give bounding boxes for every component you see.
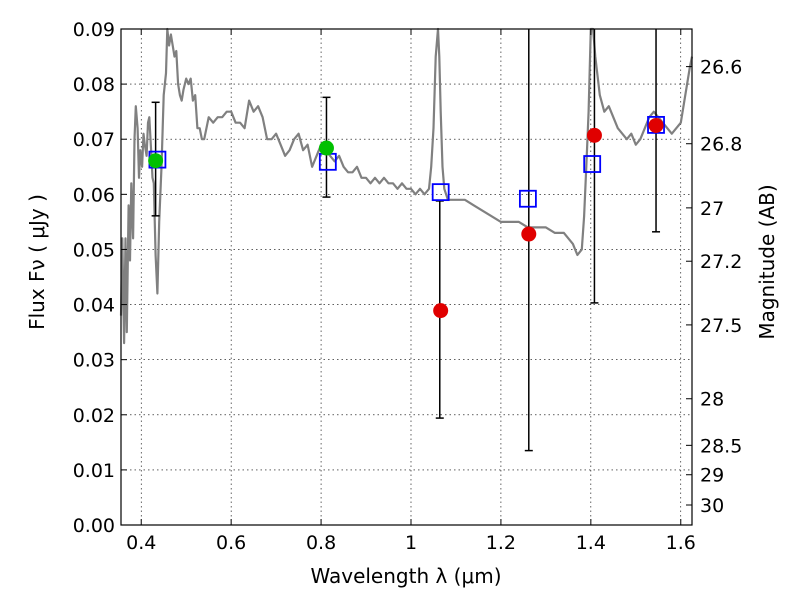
x-tick-label: 0.8 xyxy=(306,532,336,554)
y2-tick-label: 30 xyxy=(700,495,724,517)
x-tick-label: 1.6 xyxy=(666,532,696,554)
y2-tick-label: 26.8 xyxy=(700,134,742,156)
y-tick-label: 0.08 xyxy=(73,74,115,96)
y-tick-label: 0.03 xyxy=(73,350,115,372)
y-tick-label: 0.05 xyxy=(73,239,115,261)
axis-ticks: 0.4 0.6 0.8 1 1.2 1.4 1.6 0.00 0.01 0.02 0.03 0.04 0… xyxy=(73,19,743,554)
y-tick-label: 0.04 xyxy=(73,295,115,317)
x-tick-label: 1.4 xyxy=(576,532,606,554)
grid-lines xyxy=(121,29,692,525)
x-tick-label: 1 xyxy=(405,532,417,554)
model-photometry-square xyxy=(318,152,337,171)
y-tick-label: 0.09 xyxy=(73,19,115,41)
x-tick-label: 0.4 xyxy=(126,532,156,554)
model-spectrum-line xyxy=(119,27,694,345)
y2-tick-label: 28.5 xyxy=(700,435,742,457)
y-axis-label: Flux Fν ( μJy ) xyxy=(25,194,49,330)
model-photometry-square xyxy=(583,155,602,173)
y-tick-label: 0.02 xyxy=(73,405,115,427)
x-tick-label: 0.6 xyxy=(216,532,246,554)
plot-area xyxy=(119,27,694,452)
x-tick-label: 1.2 xyxy=(486,532,516,554)
y2-tick-label: 27 xyxy=(700,198,724,220)
observed-flux-point-red xyxy=(586,127,602,143)
y2-tick-label: 28 xyxy=(700,389,724,411)
y2-tick-label: 27.2 xyxy=(700,251,742,273)
model-photometry-square xyxy=(431,183,450,202)
y-tick-label: 0.07 xyxy=(73,129,115,151)
y2-tick-label: 27.5 xyxy=(700,315,742,337)
y-tick-label: 0.00 xyxy=(73,515,115,537)
observed-flux-point-red xyxy=(433,303,449,319)
plot-frame xyxy=(120,28,693,526)
x-axis-label: Wavelength λ (μm) xyxy=(310,564,501,588)
observed-flux-point-red xyxy=(648,117,664,133)
observed-flux-point-green xyxy=(148,153,164,169)
observed-flux-point-green xyxy=(318,140,334,156)
y-tick-label: 0.06 xyxy=(73,184,115,206)
model-photometry-square xyxy=(518,189,537,208)
y2-axis-label: Magnitude (AB) xyxy=(755,184,779,339)
y2-tick-label: 29 xyxy=(700,465,724,487)
y2-tick-label: 26.6 xyxy=(700,57,742,79)
observed-flux-point-red xyxy=(521,226,537,242)
y-tick-label: 0.01 xyxy=(73,460,115,482)
